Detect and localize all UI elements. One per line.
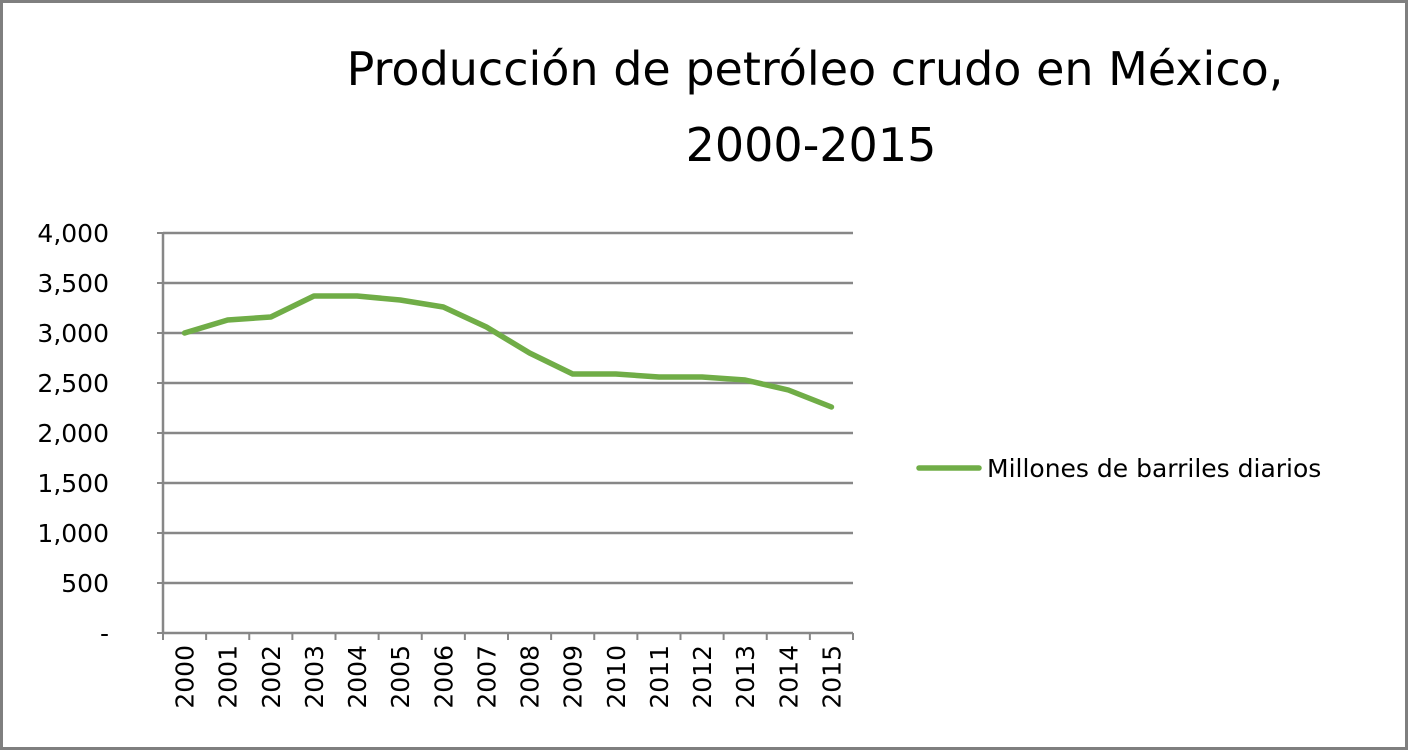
x-tick-label: 2000 <box>171 645 200 709</box>
y-tick-label: 1,000 <box>37 519 109 548</box>
x-tick-label: 2012 <box>688 645 717 709</box>
y-tick-labels: - 500 1,000 1,500 2,000 2,500 3,000 3,500 4,000 <box>37 219 109 648</box>
data-point <box>225 317 231 323</box>
data-point <box>397 297 403 303</box>
y-tick-label: 1,500 <box>37 469 109 498</box>
line-chart: Producción de petróleo crudo en México, … <box>37 42 1321 709</box>
data-point <box>182 330 188 336</box>
x-tick-label: 2008 <box>516 645 545 709</box>
x-tick-label: 2010 <box>602 645 631 709</box>
x-tick-label: 2006 <box>429 645 458 709</box>
gridlines <box>163 231 853 585</box>
data-point <box>570 371 576 377</box>
x-tick-label: 2015 <box>817 645 846 709</box>
x-tick-labels: 2000 2001 2002 2003 2004 2005 2006 2007 2008 2009… <box>171 645 847 709</box>
data-point <box>354 293 360 299</box>
x-tick-label: 2014 <box>774 645 803 709</box>
legend-label: Millones de barriles diarios <box>987 454 1321 483</box>
y-tick-label: 2,500 <box>37 369 109 398</box>
x-tick-label: 2001 <box>214 645 243 709</box>
data-point <box>440 304 446 310</box>
data-point <box>613 371 619 377</box>
series-line <box>181 293 835 410</box>
y-tick-label: 3,500 <box>37 269 109 298</box>
data-point <box>311 293 317 299</box>
x-tick-label: 2005 <box>386 645 415 709</box>
x-tick-label: 2007 <box>472 645 501 709</box>
data-point <box>656 374 662 380</box>
x-tick-label: 2002 <box>257 645 286 709</box>
chart-title-line-2: 2000-2015 <box>686 118 937 172</box>
x-tick-label: 2011 <box>645 645 674 709</box>
legend: Millones de barriles diarios <box>916 454 1321 483</box>
data-point <box>742 377 748 383</box>
x-tick-label: 2013 <box>731 645 760 709</box>
x-tick-label: 2009 <box>559 645 588 709</box>
data-point <box>828 404 834 410</box>
y-tick-label: 500 <box>61 569 109 598</box>
data-point <box>527 350 533 356</box>
data-point <box>699 374 705 380</box>
x-tick-label: 2003 <box>300 645 329 709</box>
y-tick-label: 2,000 <box>37 419 109 448</box>
y-tick-label: 3,000 <box>37 319 109 348</box>
series-lines <box>181 293 835 410</box>
y-tick-label: 4,000 <box>37 219 109 248</box>
data-point <box>785 387 791 393</box>
x-tick-label: 2004 <box>343 645 372 709</box>
chart-title-line-1: Producción de petróleo crudo en México, <box>347 42 1284 96</box>
axes <box>157 232 854 640</box>
y-tick-label: - <box>100 619 109 648</box>
data-point <box>268 314 274 320</box>
data-point <box>483 324 489 330</box>
